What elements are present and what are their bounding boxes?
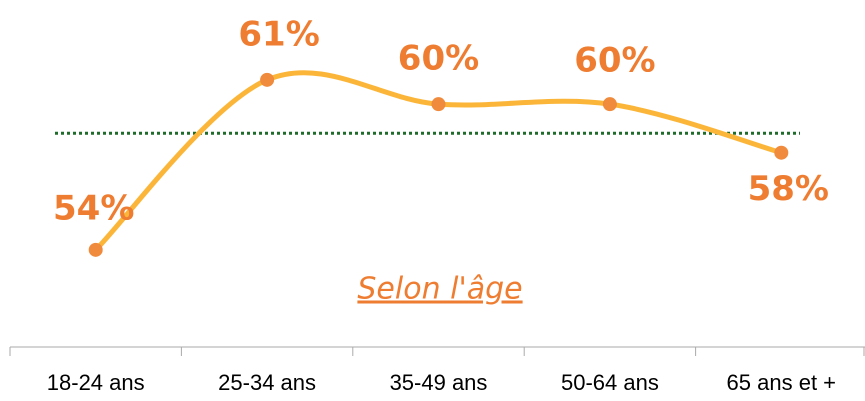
value-label: 60% [398,39,479,79]
marker [602,97,617,112]
marker [260,72,275,87]
value-label: 58% [748,169,829,209]
marker [88,242,103,257]
value-label: 61% [238,14,319,54]
x-tick-label: 25-34 ans [218,370,316,395]
x-tick-label: 65 ans et + [727,370,836,395]
value-label: 54% [53,188,134,228]
x-tick-label: 18-24 ans [47,370,145,395]
x-tick-label: 50-64 ans [561,370,659,395]
marker [774,145,789,160]
value-label: 60% [574,41,655,81]
marker [431,97,446,112]
x-tick-label: 35-49 ans [390,370,488,395]
annotation: Selon l'âge [357,272,522,307]
